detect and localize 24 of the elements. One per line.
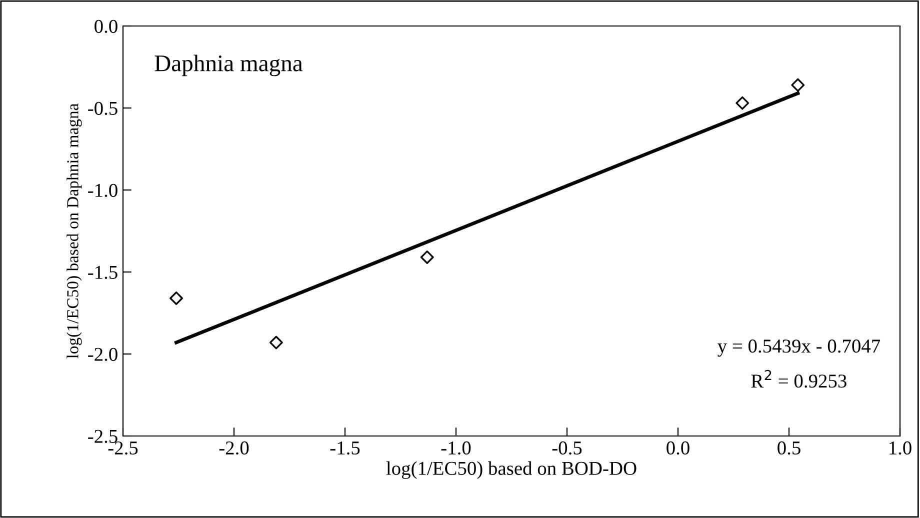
annotation: y = 0.5439x - 0.7047 (718, 340, 880, 357)
x-tick-label: -1.0 (441, 441, 471, 455)
x-tick-label: 0.0 (666, 441, 690, 455)
point (269, 336, 283, 350)
y-tick-label: -0.5 (88, 102, 118, 116)
y-tick-label: 0.0 (94, 20, 118, 34)
x-tick-label: 1.0 (890, 441, 912, 455)
y-tick-label: -1.5 (88, 266, 118, 280)
y-tick-label: -2.5 (88, 430, 118, 444)
x-tick-label: -2.5 (108, 441, 138, 455)
x-axis-title: log(1/EC50) based on BOD-DO (386, 461, 636, 479)
x-tick-label: -2.0 (219, 441, 249, 455)
y-tick-label: -1.0 (88, 184, 118, 198)
point (736, 96, 750, 110)
annotation: R$^{2}$ = 0.9253 (751, 370, 846, 388)
x-tick-label: 0.5 (778, 441, 800, 455)
point (170, 292, 184, 305)
point (420, 250, 434, 264)
y-axis-title: log(1/EC50) based on Daphnia magna (66, 103, 82, 358)
text: Daphnia magna (154, 54, 303, 76)
x-tick-label: -0.5 (552, 441, 582, 455)
point (791, 78, 805, 92)
x-tick-label: -1.5 (330, 442, 360, 455)
y-tick-label: -2.0 (88, 348, 118, 362)
